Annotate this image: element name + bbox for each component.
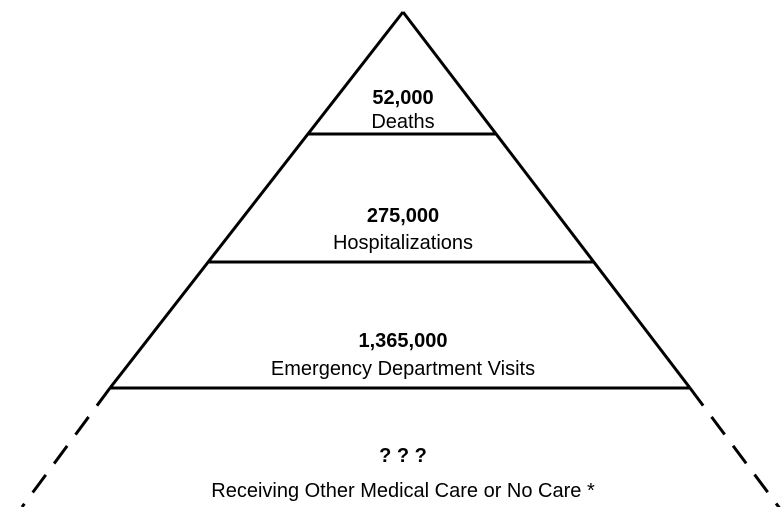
pyramid-right-edge: [401, 11, 692, 389]
pyramid-right-dashed-edge: [688, 387, 781, 507]
level-count: 1,365,000: [359, 330, 448, 352]
level-count: ? ? ?: [379, 445, 427, 467]
level-count: 275,000: [367, 205, 439, 227]
level-count: 52,000: [372, 87, 433, 109]
level-label: Emergency Department Visits: [271, 358, 535, 380]
pyramid-left-edge: [108, 11, 405, 389]
pyramid-left-dashed-edge: [20, 387, 112, 507]
level-label: Receiving Other Medical Care or No Care …: [211, 480, 595, 502]
level-label: Hospitalizations: [333, 232, 473, 254]
level-label: Deaths: [371, 111, 434, 133]
